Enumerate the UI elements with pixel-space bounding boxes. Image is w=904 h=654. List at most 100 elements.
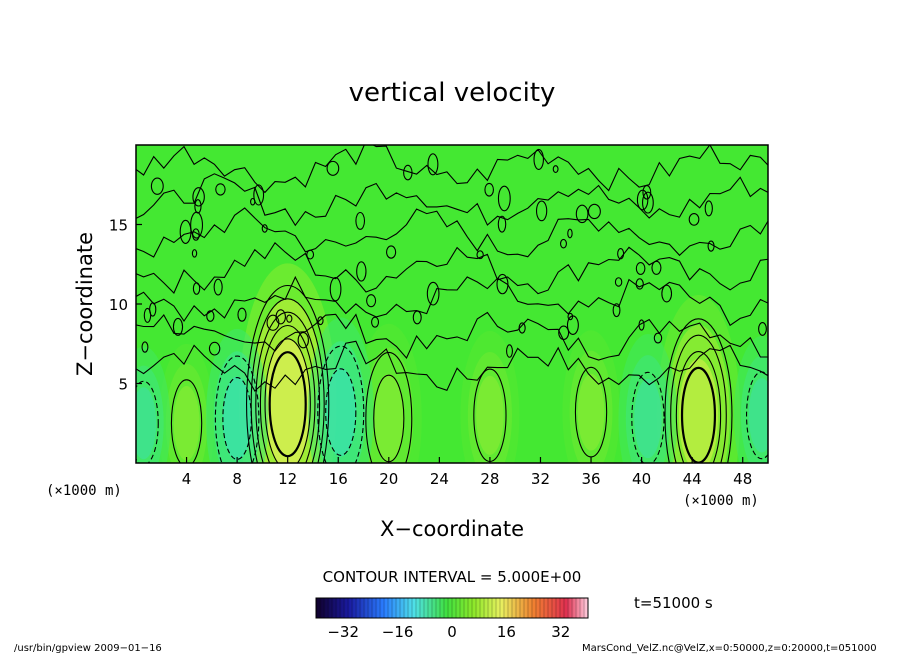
- contour-small: [476, 250, 484, 260]
- contour-small: [206, 310, 215, 322]
- contour-small: [329, 277, 342, 302]
- field-region: [748, 378, 768, 453]
- contour-small: [635, 278, 644, 290]
- x-tick-label: 32: [531, 470, 550, 488]
- contour-small: [567, 312, 574, 321]
- contour-small: [635, 262, 646, 275]
- x-tick-label: 24: [430, 470, 449, 488]
- contour-positive: [664, 318, 733, 463]
- x-tick-label: 16: [329, 470, 348, 488]
- contour-small: [286, 314, 293, 323]
- contour-positive: [250, 298, 325, 463]
- contour-small: [506, 344, 513, 358]
- contour-zero: [136, 275, 768, 327]
- contour-small: [192, 187, 205, 207]
- contour-zero: [136, 207, 768, 258]
- contour-small: [497, 185, 511, 212]
- field-region: [373, 374, 405, 463]
- field-region: [136, 387, 157, 460]
- x-tick-label: 28: [480, 470, 499, 488]
- y-tick-label: 5: [118, 376, 128, 394]
- contour-small: [614, 277, 623, 287]
- contour-small: [617, 247, 625, 260]
- contour-small: [213, 278, 223, 296]
- contour-small: [179, 219, 192, 244]
- contour-positive: [264, 338, 311, 463]
- contour-small: [704, 200, 713, 217]
- contour-small: [317, 316, 324, 326]
- contour-small: [253, 184, 265, 206]
- contour-small: [366, 294, 377, 308]
- time-text: t=51000 s: [634, 594, 713, 612]
- x-tick-label: 20: [379, 470, 398, 488]
- contour-small: [518, 322, 526, 334]
- contour-small: [707, 240, 715, 252]
- x-unit-left: (×1000 m): [46, 483, 122, 499]
- field-region: [173, 386, 200, 461]
- x-axis-label: X−coordinate: [380, 517, 524, 541]
- contour-small: [651, 260, 662, 275]
- contour-zero: [136, 311, 768, 361]
- contour-negative: [222, 377, 252, 460]
- contour-zero: [136, 340, 768, 392]
- contour-small: [215, 183, 226, 196]
- contour-small: [642, 185, 652, 200]
- contour-zero: [136, 145, 768, 194]
- contour-small: [356, 261, 367, 282]
- contour-negative: [325, 368, 357, 456]
- contour-small: [638, 319, 645, 331]
- contour-small: [642, 191, 654, 214]
- x-tick-label: 8: [232, 470, 242, 488]
- contour-positive: [246, 284, 330, 463]
- contour-positive: [259, 324, 316, 463]
- contour-small: [484, 182, 494, 197]
- colorbar-tick-label: −16: [382, 623, 414, 641]
- colorbar-tick-label: 16: [497, 623, 516, 641]
- contour-positive: [574, 366, 608, 458]
- y-axis-label: Z−coordinate: [73, 232, 97, 376]
- contour-small: [250, 197, 256, 206]
- contour-small: [297, 332, 309, 349]
- colorbar-tick-label: 32: [551, 623, 570, 641]
- contour-small: [191, 249, 198, 258]
- contour-small: [403, 164, 413, 181]
- field-region: [264, 338, 311, 463]
- contour-small: [533, 148, 544, 171]
- contour-small: [208, 341, 221, 356]
- contour-small: [326, 160, 340, 176]
- y-tick-label: 10: [109, 296, 128, 314]
- contour-small: [497, 215, 507, 233]
- x-tick-label: 36: [581, 470, 600, 488]
- contour-small: [427, 153, 439, 176]
- field-region: [634, 378, 662, 459]
- contour-small: [306, 249, 315, 260]
- contour-positive: [675, 351, 722, 463]
- field-region: [222, 376, 252, 461]
- footer-right: MarsCond_VelZ.nc@VelZ,x=0:50000,z=0:2000…: [582, 643, 877, 654]
- footer-left: /usr/bin/gpview 2009−01−16: [14, 643, 162, 654]
- contour-small: [496, 273, 509, 295]
- contour-small: [653, 332, 663, 344]
- chart-title: vertical velocity: [349, 78, 556, 108]
- contour-small: [194, 199, 202, 214]
- contour-small: [141, 341, 149, 353]
- contour-small: [566, 315, 579, 335]
- contour-small: [172, 317, 184, 336]
- contour-positive: [255, 311, 321, 463]
- x-tick-label: 40: [632, 470, 651, 488]
- contour-zero: [136, 241, 768, 295]
- x-tick-label: 12: [278, 470, 297, 488]
- contour-small: [688, 212, 700, 226]
- contour-small: [661, 284, 673, 303]
- colorbar-tick-label: −32: [327, 623, 359, 641]
- contour-small: [192, 282, 201, 295]
- contour-small: [237, 307, 247, 322]
- contour-small: [636, 189, 649, 211]
- contour-zero: [136, 173, 768, 227]
- contour-small: [552, 165, 559, 173]
- contour-interval-text: CONTOUR INTERVAL = 5.000E+00: [323, 568, 582, 586]
- contour-positive: [365, 351, 413, 463]
- contour-negative: [214, 355, 260, 463]
- contour-negative: [136, 380, 159, 463]
